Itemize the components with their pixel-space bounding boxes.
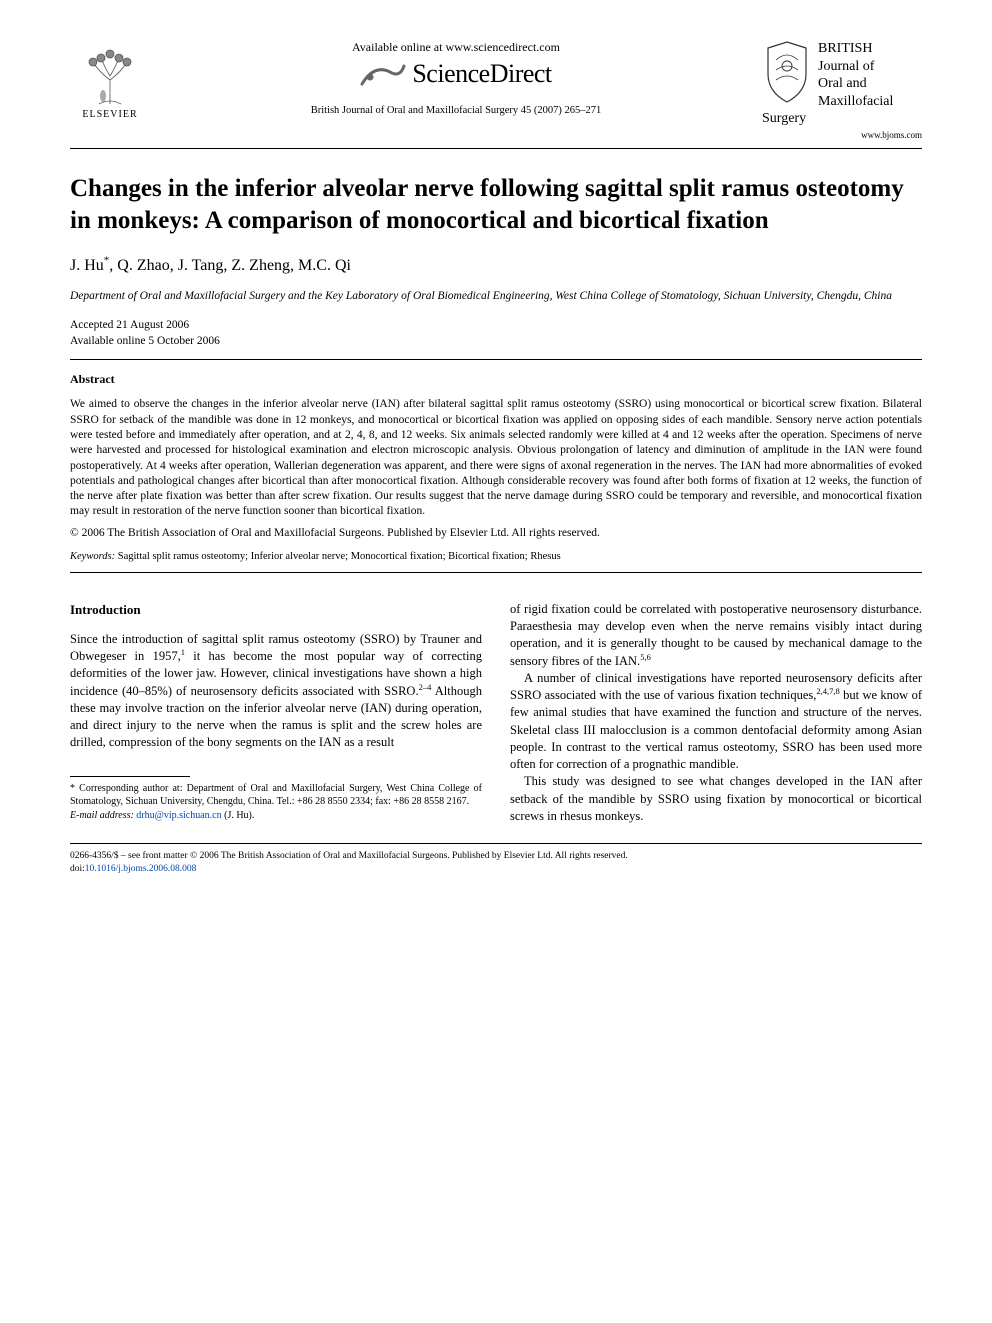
footnote-rule — [70, 776, 190, 777]
available-online-text: Available online at www.sciencedirect.co… — [160, 40, 752, 55]
journal-name-l4: Maxillofacial — [818, 94, 893, 109]
abstract-heading: Abstract — [70, 372, 922, 387]
col2-para-3: This study was designed to see what chan… — [510, 773, 922, 825]
email-label: E-mail address: — [70, 810, 134, 821]
page-header: ELSEVIER Available online at www.science… — [70, 40, 922, 140]
journal-website: www.bjoms.com — [762, 130, 922, 140]
email-link[interactable]: drhu@vip.sichuan.cn — [136, 810, 221, 821]
authors-text: J. Hu*, Q. Zhao, J. Tang, Z. Zheng, M.C.… — [70, 257, 351, 274]
bottom-rule — [70, 843, 922, 844]
header-rule — [70, 148, 922, 149]
ref-sup-2: 2–4 — [419, 681, 432, 691]
body-columns: Introduction Since the introduction of s… — [70, 601, 922, 825]
doi-label: doi: — [70, 864, 85, 874]
column-right: of rigid fixation could be correlated wi… — [510, 601, 922, 825]
email-paren: (J. Hu). — [224, 810, 254, 821]
journal-name-l5: Surgery — [762, 111, 806, 126]
author-list: J. Hu*, Q. Zhao, J. Tang, Z. Zheng, M.C.… — [70, 255, 922, 275]
doi-link[interactable]: 10.1016/j.bjoms.2006.08.008 — [85, 864, 197, 874]
corresponding-footnote: * Corresponding author at: Department of… — [70, 782, 482, 823]
keywords-text: Sagittal split ramus osteotomy; Inferior… — [118, 551, 561, 562]
abstract-rule-bottom — [70, 572, 922, 573]
journal-citation: British Journal of Oral and Maxillofacia… — [160, 105, 752, 116]
elsevier-label: ELSEVIER — [82, 109, 137, 120]
email-line: E-mail address: drhu@vip.sichuan.cn (J. … — [70, 809, 482, 823]
abstract-copyright: © 2006 The British Association of Oral a… — [70, 526, 922, 541]
article-dates: Accepted 21 August 2006 Available online… — [70, 318, 922, 349]
intro-para-1: Since the introduction of sagittal split… — [70, 631, 482, 752]
column-left: Introduction Since the introduction of s… — [70, 601, 482, 825]
ref-sup-4: 2,4,7,8 — [816, 686, 839, 696]
doi-line: doi:10.1016/j.bjoms.2006.08.008 — [70, 863, 922, 876]
col2-para-1: of rigid fixation could be correlated wi… — [510, 601, 922, 670]
sd-swoosh-icon — [360, 60, 406, 88]
journal-name-l2: Journal of — [818, 59, 874, 74]
col2-para-2: A number of clinical investigations have… — [510, 670, 922, 774]
journal-block: BRITISH Journal of Oral and Maxillofacia… — [762, 40, 922, 140]
elsevier-logo-block: ELSEVIER — [70, 40, 150, 120]
journal-name-l3: Oral and — [818, 76, 867, 91]
front-matter-line: 0266-4356/$ – see front matter © 2006 Th… — [70, 850, 922, 863]
center-header: Available online at www.sciencedirect.co… — [150, 40, 762, 116]
abstract-text: We aimed to observe the changes in the i… — [70, 397, 922, 519]
affiliation: Department of Oral and Maxillofacial Sur… — [70, 289, 922, 305]
keywords-line: Keywords: Sagittal split ramus osteotomy… — [70, 551, 922, 562]
journal-name-l1: BRITISH — [818, 41, 872, 56]
article-title: Changes in the inferior alveolar nerve f… — [70, 173, 922, 237]
c2p1a: of rigid fixation could be correlated wi… — [510, 602, 922, 668]
keywords-label: Keywords: — [70, 551, 115, 562]
sciencedirect-text: ScienceDirect — [412, 59, 551, 89]
online-date: Available online 5 October 2006 — [70, 334, 922, 350]
bottom-meta: 0266-4356/$ – see front matter © 2006 Th… — [70, 850, 922, 876]
ref-sup-3: 5,6 — [640, 652, 651, 662]
accepted-date: Accepted 21 August 2006 — [70, 318, 922, 334]
elsevier-tree-icon — [81, 48, 139, 106]
corr-text: * Corresponding author at: Department of… — [70, 782, 482, 809]
introduction-heading: Introduction — [70, 601, 482, 619]
abstract-rule-top — [70, 359, 922, 360]
sciencedirect-logo: ScienceDirect — [360, 59, 551, 89]
journal-crest-icon — [762, 40, 812, 104]
